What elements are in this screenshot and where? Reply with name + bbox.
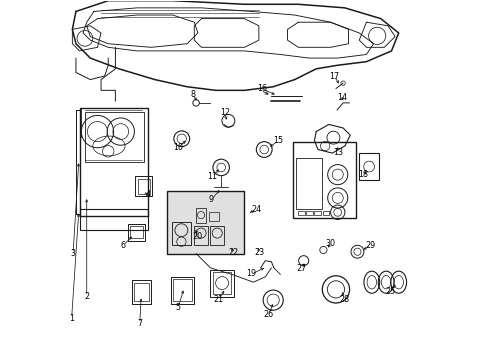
Bar: [208, 212, 219, 221]
Bar: [172, 222, 190, 245]
Text: 11: 11: [207, 172, 217, 181]
Bar: [210, 270, 233, 297]
Bar: [305, 211, 312, 215]
Bar: [212, 272, 231, 294]
Text: 25: 25: [385, 287, 395, 296]
Text: 30: 30: [325, 239, 335, 248]
Text: 6: 6: [121, 241, 125, 250]
Bar: [296, 158, 321, 209]
Bar: [292, 142, 355, 218]
Text: 26: 26: [264, 310, 273, 319]
Text: 3: 3: [70, 249, 76, 258]
Bar: [85, 112, 144, 162]
Text: 2: 2: [84, 292, 89, 301]
Bar: [130, 226, 142, 238]
Text: 9: 9: [208, 195, 214, 204]
Bar: [167, 191, 244, 253]
Text: 20: 20: [192, 232, 203, 241]
Bar: [173, 279, 191, 301]
Bar: [314, 211, 320, 215]
Text: 19: 19: [246, 269, 256, 278]
Text: 8: 8: [190, 90, 195, 99]
Bar: [171, 277, 194, 304]
Bar: [210, 226, 224, 245]
Bar: [128, 224, 145, 241]
Bar: [80, 209, 147, 230]
Text: 4: 4: [145, 190, 150, 199]
Text: 5: 5: [175, 303, 181, 312]
Text: 12: 12: [219, 108, 229, 117]
Bar: [80, 108, 81, 137]
Bar: [322, 211, 328, 215]
Text: 17: 17: [328, 72, 339, 81]
Text: 21: 21: [213, 294, 224, 303]
Text: 13: 13: [333, 148, 343, 157]
Bar: [137, 179, 149, 194]
Bar: [194, 226, 207, 245]
Text: 29: 29: [365, 241, 375, 250]
Text: 18: 18: [358, 170, 368, 179]
Bar: [298, 211, 304, 215]
Text: 1: 1: [69, 314, 74, 323]
Bar: [131, 280, 151, 304]
Text: 10: 10: [173, 143, 183, 152]
Text: 14: 14: [336, 93, 346, 102]
Text: 23: 23: [254, 248, 264, 257]
Bar: [135, 176, 152, 196]
Bar: [134, 283, 148, 301]
Text: 24: 24: [250, 205, 261, 214]
Text: 15: 15: [273, 136, 283, 145]
Bar: [80, 108, 147, 216]
Bar: [359, 153, 378, 180]
Text: 27: 27: [296, 265, 306, 274]
Bar: [196, 208, 206, 223]
Text: 7: 7: [137, 319, 142, 328]
Text: 16: 16: [256, 84, 266, 93]
Text: 28: 28: [339, 294, 348, 303]
Text: 22: 22: [227, 248, 238, 257]
